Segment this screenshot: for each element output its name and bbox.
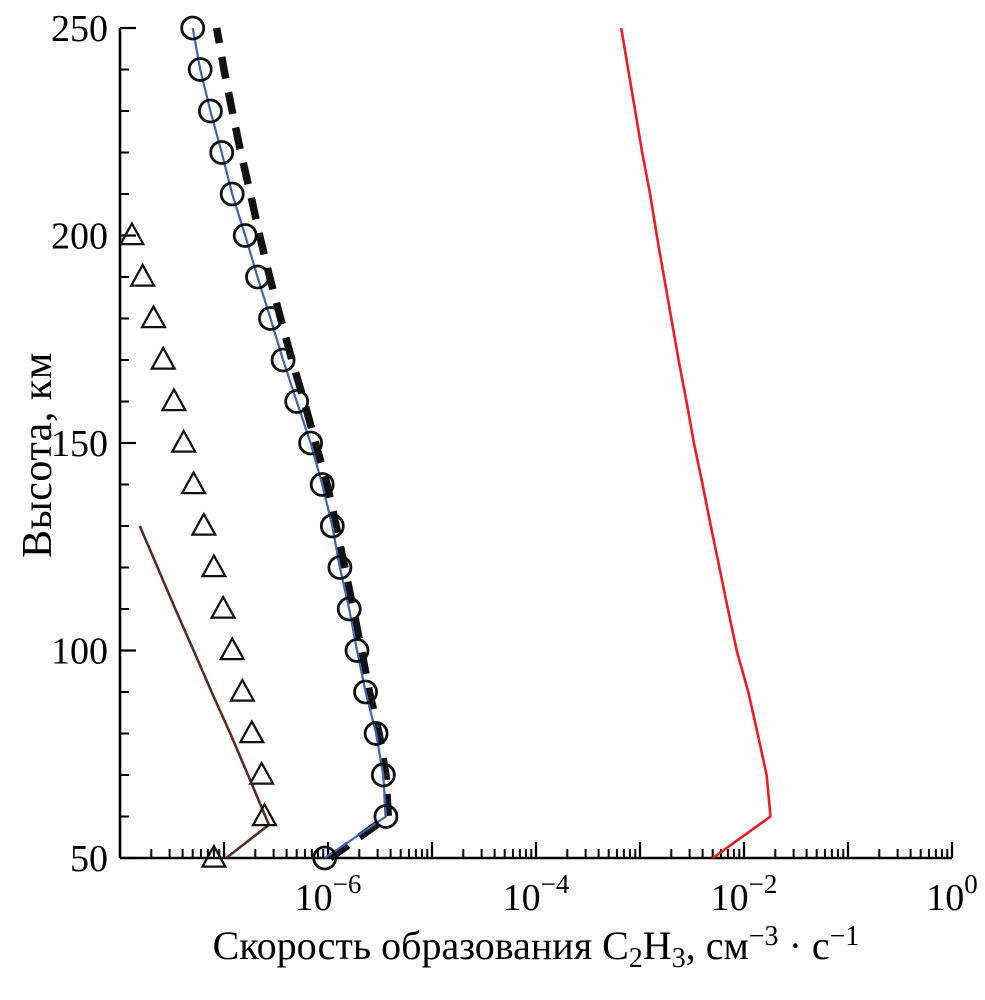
- x-axis-title-part: −1: [829, 921, 860, 952]
- triangle-marker: [228, 677, 256, 702]
- y-tick-label: 150: [51, 423, 108, 465]
- circle-marker: [270, 347, 296, 373]
- triangle-marker: [200, 553, 228, 578]
- x-axis-title-part: −3: [748, 921, 779, 952]
- triangle-marker: [170, 428, 198, 453]
- circle-marker: [344, 638, 370, 663]
- circle-marker: [187, 57, 213, 82]
- circle-marker: [336, 596, 362, 622]
- circle-marker: [209, 140, 235, 165]
- triangle-marker: [140, 304, 167, 329]
- triangle-marker: [160, 387, 188, 412]
- circle-marker: [373, 804, 399, 829]
- x-axis-title-part: · с: [778, 923, 830, 968]
- y-axis-title: Высота, км: [15, 352, 61, 558]
- triangle-marker: [251, 802, 278, 827]
- triangle-marker: [238, 719, 266, 744]
- circle-marker: [298, 430, 324, 456]
- triangle-marker: [190, 511, 218, 536]
- x-tick-label: 10−2: [711, 869, 778, 919]
- circle-marker: [370, 762, 396, 788]
- x-tick-label: 10−4: [503, 869, 570, 919]
- x-tick-labels: 10−6 10−4 10−2 100: [295, 869, 978, 919]
- x-axis-title-part: H: [642, 923, 672, 968]
- y-tick-label: 50: [70, 838, 108, 880]
- y-tick-label: 250: [51, 8, 108, 50]
- circle-marker: [312, 845, 338, 871]
- circle-marker: [245, 264, 270, 290]
- x-tick-label: 10−6: [295, 869, 362, 919]
- circle-marker: [309, 472, 335, 497]
- x-axis-title-part: 2: [628, 943, 643, 974]
- x-axis-title-part: Скорость образования C: [212, 923, 629, 968]
- triangle-marker: [248, 760, 275, 785]
- series-open-triangle-markers: [118, 221, 278, 868]
- circle-marker: [180, 15, 206, 41]
- circle-marker: [232, 223, 258, 248]
- x-axis-ticks: [150, 842, 954, 858]
- y-tick-labels: 50 100 150 200 250: [51, 8, 108, 880]
- triangle-marker: [149, 345, 177, 370]
- circle-marker: [219, 181, 245, 207]
- circle-marker: [319, 513, 345, 539]
- circle-marker: [197, 98, 223, 124]
- triangle-marker: [180, 470, 207, 495]
- x-axis-title-part: 3: [671, 943, 686, 974]
- x-axis-title: Скорость образования C2H3, см−3 · с−1: [120, 921, 952, 974]
- circle-marker: [353, 679, 379, 705]
- y-tick-label: 200: [51, 216, 108, 258]
- triangle-marker: [209, 594, 237, 619]
- circle-marker: [258, 306, 283, 331]
- series-blue-line-with-open-circles: [180, 15, 399, 871]
- x-tick-label: 100: [926, 869, 978, 919]
- triangle-marker: [200, 843, 228, 868]
- series-thick-dashed-black-line: [213, 27, 393, 862]
- circle-marker: [327, 555, 353, 580]
- y-tick-label: 100: [51, 631, 108, 673]
- circle-marker: [363, 721, 389, 746]
- x-axis-title-part: , см: [685, 923, 749, 968]
- circle-marker: [284, 389, 310, 414]
- y-axis-ticks: [120, 26, 136, 860]
- triangle-marker: [129, 262, 156, 287]
- triangle-marker: [218, 636, 246, 661]
- series-red-solid-line: [619, 27, 772, 860]
- triangle-marker: [118, 221, 146, 246]
